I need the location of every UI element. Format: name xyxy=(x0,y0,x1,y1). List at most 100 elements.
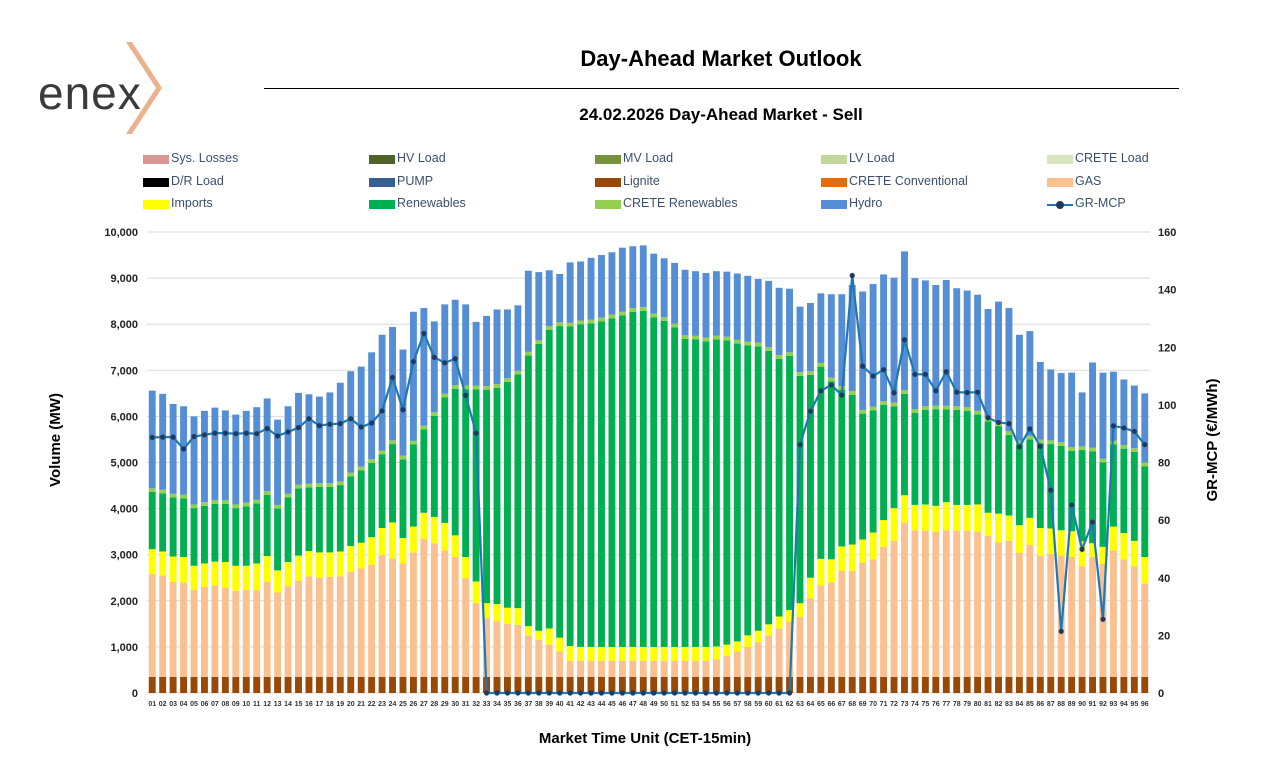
bar-segment xyxy=(650,313,658,318)
bar-segment xyxy=(890,277,898,403)
bar-segment xyxy=(671,327,679,647)
bar-segment xyxy=(984,512,992,536)
bar-segment xyxy=(1141,466,1149,558)
mcp-point xyxy=(1110,423,1117,429)
mcp-point xyxy=(337,421,343,427)
mcp-point xyxy=(1016,444,1023,450)
mcp-point xyxy=(1027,426,1033,432)
bar-segment xyxy=(921,504,929,531)
x-tick-label: 53 xyxy=(692,701,700,708)
bar-segment xyxy=(911,504,919,531)
x-tick-label: 61 xyxy=(775,701,783,708)
bar-segment xyxy=(932,531,940,677)
mcp-point xyxy=(400,407,406,413)
legend-label: CRETE Renewables xyxy=(623,196,738,210)
mcp-point xyxy=(703,690,709,696)
bar-segment xyxy=(368,459,376,463)
bar-segment xyxy=(598,317,605,322)
bar-segment xyxy=(775,616,783,629)
bar-segment xyxy=(618,311,626,316)
bar-segment xyxy=(765,635,773,677)
bar-segment xyxy=(1141,462,1149,467)
bar-segment xyxy=(639,660,647,677)
bar-segment xyxy=(221,676,229,693)
bar-segment xyxy=(733,339,741,344)
mcp-point xyxy=(525,690,531,696)
bar-segment xyxy=(1130,676,1138,693)
bar-segment xyxy=(827,377,835,382)
mcp-point xyxy=(264,425,270,432)
bar-segment xyxy=(671,262,679,324)
legend-label: Renewables xyxy=(397,196,466,210)
bar-segment xyxy=(1078,446,1086,451)
mcp-point xyxy=(504,690,511,696)
mcp-point xyxy=(577,690,584,696)
mcp-point xyxy=(452,356,458,362)
x-tick-label: 83 xyxy=(1005,701,1013,708)
mcp-point xyxy=(358,424,364,430)
bar-segment xyxy=(681,646,689,661)
x-tick-label: 04 xyxy=(180,701,188,708)
bar-segment xyxy=(347,545,355,572)
bar-segment xyxy=(838,294,846,386)
bar-segment xyxy=(1005,540,1013,677)
bar-segment xyxy=(315,577,323,677)
bar-segment xyxy=(368,352,376,460)
x-tick-label: 19 xyxy=(336,701,344,708)
bar-segment xyxy=(712,646,720,660)
bar-segment xyxy=(242,502,250,507)
mcp-point xyxy=(630,690,636,696)
mcp-point xyxy=(1037,443,1043,449)
x-tick-label: 29 xyxy=(441,701,449,708)
x-tick-label: 78 xyxy=(953,701,961,708)
bar-segment xyxy=(1068,447,1076,451)
y-axis-left: 0 1,000 2,000 3,000 4,000 5,000 6,000 7,000 8,00… xyxy=(104,227,138,700)
bar-segment xyxy=(1130,385,1138,449)
y-tick-label: 4,000 xyxy=(110,504,138,516)
bar-segment xyxy=(681,660,689,677)
bar-segment xyxy=(1078,541,1086,567)
bar-segment xyxy=(1120,533,1128,560)
mcp-point xyxy=(734,690,740,696)
bar-segment xyxy=(806,598,814,677)
bar-segment xyxy=(1120,559,1128,677)
bar-segment xyxy=(493,387,501,605)
x-tick-label: 01 xyxy=(148,701,156,708)
y2-tick-label: 40 xyxy=(1158,573,1170,585)
legend-swatch xyxy=(143,177,169,187)
mcp-point xyxy=(222,430,228,436)
y2-tick-label: 140 xyxy=(1158,285,1176,297)
mcp-point xyxy=(692,690,699,696)
bar-segment xyxy=(702,341,710,647)
bar-segment xyxy=(409,676,417,693)
x-tick-label: 94 xyxy=(1120,701,1128,708)
bar-segment xyxy=(1047,553,1055,677)
bar-segment xyxy=(911,530,919,677)
bar-segment xyxy=(712,339,720,647)
bar-segment xyxy=(263,581,271,677)
bar-segment xyxy=(389,676,396,693)
bar-segment xyxy=(1109,371,1117,441)
legend-swatch xyxy=(369,200,395,209)
bar-segment xyxy=(932,676,940,693)
bar-segment xyxy=(1099,372,1107,459)
bar-segment xyxy=(441,393,449,398)
bar-segment xyxy=(305,551,313,577)
bar-segment xyxy=(1015,440,1023,445)
bar-segment xyxy=(587,323,595,647)
bar-segment xyxy=(984,535,992,677)
bar-segment xyxy=(817,293,825,363)
bar-segment xyxy=(399,676,407,693)
bar-segment xyxy=(901,495,908,523)
bar-segment xyxy=(524,355,532,627)
bar-segment xyxy=(263,556,271,582)
mcp-point xyxy=(515,690,521,696)
bar-segment xyxy=(953,676,961,693)
mcp-point xyxy=(766,690,772,696)
mcp-point xyxy=(786,690,793,696)
mcp-point xyxy=(995,419,1002,426)
bar-segment xyxy=(618,676,626,693)
x-tick-label: 23 xyxy=(378,701,386,708)
bar-segment xyxy=(692,676,699,693)
